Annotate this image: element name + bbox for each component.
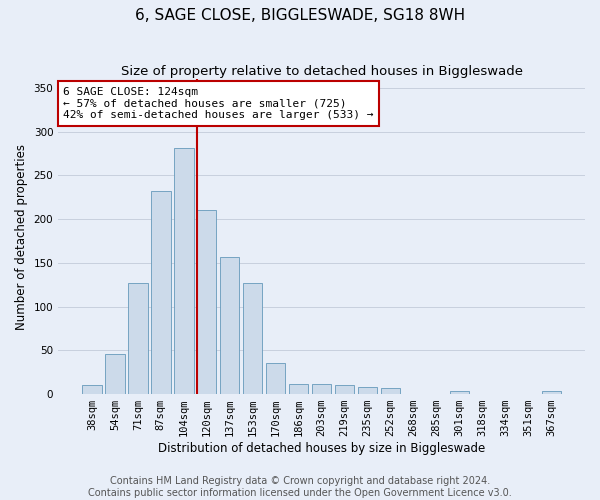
Title: Size of property relative to detached houses in Biggleswade: Size of property relative to detached ho… bbox=[121, 65, 523, 78]
Y-axis label: Number of detached properties: Number of detached properties bbox=[15, 144, 28, 330]
Bar bbox=[174, 148, 194, 394]
Bar bbox=[197, 210, 217, 394]
Bar bbox=[243, 283, 262, 394]
Bar bbox=[128, 283, 148, 394]
Text: Contains HM Land Registry data © Crown copyright and database right 2024.
Contai: Contains HM Land Registry data © Crown c… bbox=[88, 476, 512, 498]
Bar bbox=[312, 384, 331, 394]
Bar bbox=[449, 392, 469, 394]
Bar bbox=[151, 191, 170, 394]
Bar bbox=[82, 386, 101, 394]
Bar bbox=[220, 256, 239, 394]
Bar bbox=[358, 387, 377, 394]
X-axis label: Distribution of detached houses by size in Biggleswade: Distribution of detached houses by size … bbox=[158, 442, 485, 455]
Text: 6, SAGE CLOSE, BIGGLESWADE, SG18 8WH: 6, SAGE CLOSE, BIGGLESWADE, SG18 8WH bbox=[135, 8, 465, 22]
Bar bbox=[335, 386, 355, 394]
Text: 6 SAGE CLOSE: 124sqm
← 57% of detached houses are smaller (725)
42% of semi-deta: 6 SAGE CLOSE: 124sqm ← 57% of detached h… bbox=[64, 87, 374, 120]
Bar bbox=[289, 384, 308, 394]
Bar bbox=[105, 354, 125, 394]
Bar bbox=[266, 364, 286, 394]
Bar bbox=[542, 392, 561, 394]
Bar bbox=[381, 388, 400, 394]
